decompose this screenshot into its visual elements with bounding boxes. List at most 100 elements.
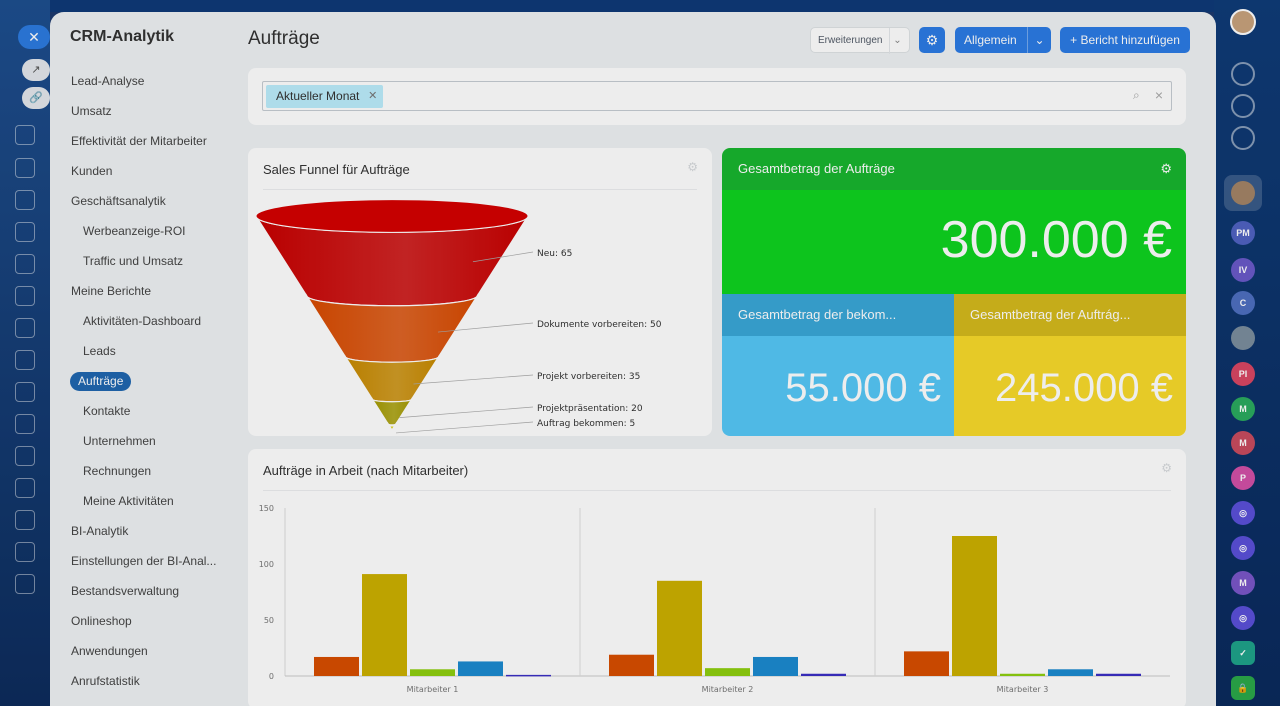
notifications-icon[interactable]	[1231, 62, 1255, 86]
cart-icon[interactable]	[15, 446, 35, 466]
sidebar-item[interactable]: Onlineshop	[50, 608, 240, 638]
search-icon[interactable]: ⌕	[1133, 88, 1140, 102]
y-tick-label: 150	[259, 504, 274, 513]
total-orders-header: Gesamtbetrag der Aufträge ⚙	[722, 148, 1186, 190]
sidebar-item[interactable]: Anwendungen	[50, 638, 240, 668]
documents-icon[interactable]	[15, 190, 35, 210]
chat-icon[interactable]	[15, 286, 35, 306]
sidebar-item-label: Einstellungen der BI-Anal...	[71, 554, 217, 568]
sites-icon[interactable]	[15, 510, 35, 530]
total-orders-body: 300.000 €	[722, 190, 1186, 294]
extensions-dropdown[interactable]: Erweiterungen ⌄	[810, 27, 910, 54]
sidebar-item[interactable]: Anrufstatistik	[50, 668, 240, 698]
filter-chip[interactable]: Aktueller Monat ✕	[266, 85, 384, 108]
bar	[657, 580, 702, 676]
extensions-label: Erweiterungen	[818, 35, 883, 46]
sidebar-item-label: Kunden	[71, 164, 113, 178]
sidebar-item[interactable]: Meine Aktivitäten	[50, 488, 240, 518]
open-channel-icon-1[interactable]: ◎	[1231, 501, 1255, 525]
sidebar-item[interactable]: Leads	[50, 338, 240, 368]
feed-icon[interactable]	[15, 125, 35, 145]
contact-avatar-pm[interactable]: PM	[1231, 221, 1255, 245]
user-avatar[interactable]	[1230, 9, 1256, 35]
calendar-icon[interactable]	[15, 318, 35, 338]
filter-card: Aktueller Monat ✕ ⌕ ×	[248, 68, 1186, 125]
contact-avatar-2[interactable]	[1231, 326, 1255, 350]
close-panel-button[interactable]: ✕	[18, 25, 50, 49]
lock-icon[interactable]: 🔒	[1231, 676, 1255, 700]
bar-chart-title: Aufträge in Arbeit (nach Mitarbeiter)	[263, 463, 469, 478]
target-icon[interactable]	[1231, 94, 1255, 118]
contacts-icon[interactable]	[15, 158, 35, 178]
funnel-stage	[305, 293, 479, 363]
add-report-button[interactable]: + Bericht hinzufügen	[1060, 27, 1190, 53]
x-tick-label: Mitarbeiter 1	[407, 685, 459, 694]
left-app-bar	[0, 0, 50, 706]
tasks-icon[interactable]	[15, 350, 35, 370]
contact-avatar-m3[interactable]: M	[1231, 571, 1255, 595]
open-in-new-icon[interactable]: ↗	[22, 59, 50, 81]
sidebar-item[interactable]: Kunden	[50, 158, 240, 188]
funnel-stage-label: Projekt vorbereiten: 35	[537, 372, 640, 382]
filter-input[interactable]: Aktueller Monat ✕ ⌕ ×	[262, 81, 1172, 111]
contact-avatar-1[interactable]	[1231, 181, 1255, 205]
contact-avatar-c[interactable]: C	[1231, 291, 1255, 315]
sidebar-item[interactable]: Effektivität der Mitarbeiter	[50, 128, 240, 158]
sidebar-item[interactable]: Geschäftsanalytik	[50, 188, 240, 218]
funnel-title: Sales Funnel für Aufträge	[263, 162, 410, 177]
widget-settings-icon[interactable]: ⚙	[1161, 461, 1172, 475]
filter-chip-label: Aktueller Monat	[276, 89, 360, 103]
general-board-button[interactable]: Allgemein ⌄	[955, 27, 1051, 53]
funnel-icon[interactable]	[15, 414, 35, 434]
marketing-icon[interactable]	[15, 478, 35, 498]
remove-chip-icon[interactable]: ✕	[368, 90, 378, 102]
open-channel-icon-2[interactable]: ◎	[1231, 536, 1255, 560]
contact-avatar-m2[interactable]: M	[1231, 431, 1255, 455]
widget-settings-icon[interactable]: ⚙	[1160, 161, 1172, 176]
sidebar-item[interactable]: Umsatz	[50, 98, 240, 128]
sidebar-item[interactable]: Werbeanzeige-ROI	[50, 218, 240, 248]
sidebar-item-label: Leads	[83, 344, 116, 358]
sidebar-item[interactable]: Aufträge	[50, 368, 240, 398]
contact-avatar-iv[interactable]: IV	[1231, 258, 1255, 282]
total-orders-value: 300.000 €	[940, 211, 1172, 269]
sidebar-item[interactable]: Bestandsverwaltung	[50, 578, 240, 608]
sidebar-item-label: BI-Analytik	[71, 524, 129, 538]
contact-avatar-p[interactable]: P	[1231, 466, 1255, 490]
sidebar-item-label: Geschäftsanalytik	[71, 194, 166, 208]
storage-icon[interactable]	[15, 574, 35, 594]
sidebar-item[interactable]: Rechnungen	[50, 458, 240, 488]
widget-settings-icon[interactable]: ⚙	[687, 160, 698, 174]
general-label: Allgemein	[964, 33, 1017, 47]
bar-chart: 0 50 100 150 Mitarbeiter 1 Mitarbeiter 2 Mitar…	[259, 504, 1170, 694]
settings-button[interactable]: ⚙	[919, 27, 945, 53]
monitor-icon[interactable]	[15, 254, 35, 274]
analytics-icon[interactable]	[15, 382, 35, 402]
sidebar-item[interactable]: Lead-Analyse	[50, 68, 240, 98]
open-orders-header: Gesamtbetrag der Auftrág...	[954, 294, 1186, 336]
sidebar-item[interactable]: Unternehmen	[50, 428, 240, 458]
edit-icon[interactable]	[15, 542, 35, 562]
funnel-stage	[371, 397, 413, 426]
link-icon[interactable]: 🔗	[22, 87, 50, 109]
task-icon[interactable]: ✓	[1231, 641, 1255, 665]
sidebar-item[interactable]: Traffic und Umsatz	[50, 248, 240, 278]
bar	[506, 674, 551, 677]
sidebar-item[interactable]: BI-Analytik	[50, 518, 240, 548]
sidebar-item[interactable]: Meine Berichte	[50, 278, 240, 308]
funnel-stage-label: Neu: 65	[537, 249, 572, 259]
sidebar-item[interactable]: Einstellungen der BI-Anal...	[50, 548, 240, 578]
card-icon[interactable]	[15, 222, 35, 242]
open-channel-icon-3[interactable]: ◎	[1231, 606, 1255, 630]
bar	[410, 669, 455, 676]
orders-by-employee-widget: Aufträge in Arbeit (nach Mitarbeiter) ⚙ …	[248, 449, 1186, 706]
contact-avatar-m1[interactable]: M	[1231, 397, 1255, 421]
contact-avatar-pi[interactable]: PI	[1231, 362, 1255, 386]
search-chat-icon[interactable]	[1231, 126, 1255, 150]
sidebar-item[interactable]: Kontakte	[50, 398, 240, 428]
bar	[362, 574, 407, 676]
chevron-down-icon[interactable]: ⌄	[1027, 27, 1051, 53]
funnel-top	[255, 199, 529, 233]
sidebar-item[interactable]: Aktivitäten-Dashboard	[50, 308, 240, 338]
clear-icon[interactable]: ×	[1154, 87, 1163, 103]
